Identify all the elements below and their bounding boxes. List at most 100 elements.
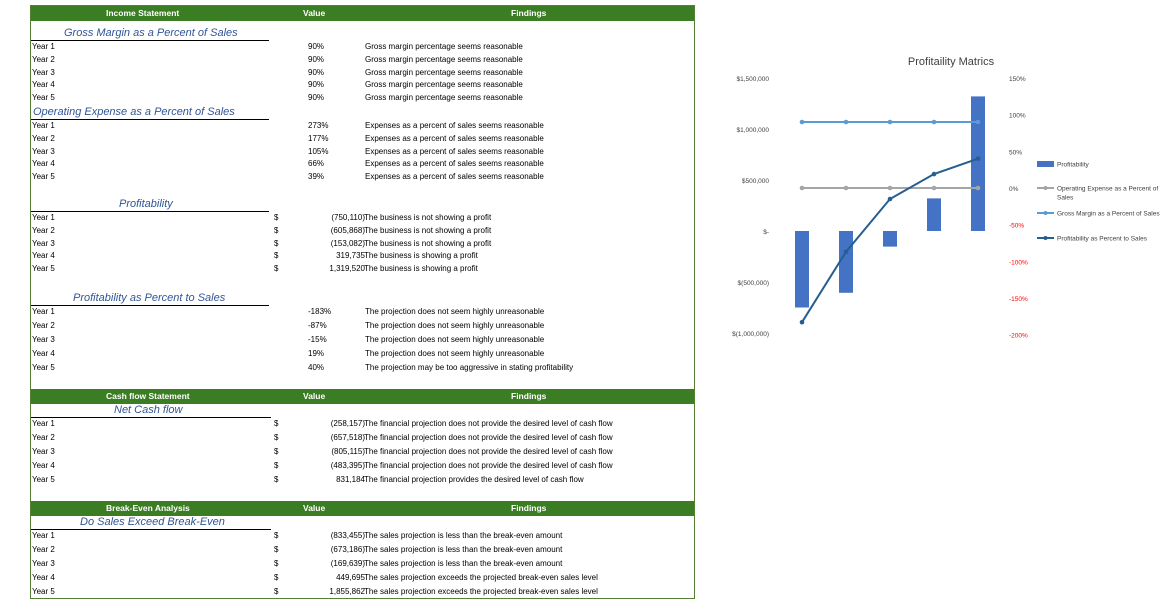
legend-label: Profitability xyxy=(1057,162,1090,169)
percent-value: 66% xyxy=(308,159,325,169)
year-label: Year 2 xyxy=(32,225,55,235)
opex-pct-point xyxy=(799,185,805,191)
section-title: Net Cash flow xyxy=(114,404,183,416)
amount-value: (483,395) xyxy=(330,461,365,470)
finding-text: The financial projection does not provid… xyxy=(364,419,613,428)
percent-value: 40% xyxy=(308,363,325,372)
opex-pct-point xyxy=(975,185,981,191)
table-row: Year 4 $ (483,395) The financial projection… xyxy=(31,460,694,472)
opex-pct-point xyxy=(931,185,937,191)
right-axis-tick: 100% xyxy=(1009,113,1026,120)
finding-text: Expenses as a percent of sales seems rea… xyxy=(365,146,544,156)
right-axis-tick: -100% xyxy=(1009,259,1028,266)
bar-profitability xyxy=(971,96,985,231)
finding-text: The sales projection exceeds the project… xyxy=(364,573,598,582)
year-label: Year 1 xyxy=(32,531,55,540)
section-title: Operating Expense as a Percent of Sales xyxy=(33,106,235,118)
table-row: Year 2 -87% The projection does not seem h… xyxy=(31,320,694,332)
left-axis-tick: $500,000 xyxy=(742,178,769,185)
table-row: Year 3 90% Gross margin percentage seems r… xyxy=(31,67,694,79)
amount-value: (673,186) xyxy=(330,545,365,554)
right-axis-tick: -150% xyxy=(1009,296,1028,303)
title-underline xyxy=(31,119,269,120)
table-row: Year 1 273% Expenses as a percent of sales… xyxy=(31,120,694,132)
chart-svg: Profitaility Matrics $1,500,000 $1,000,000… xyxy=(732,56,1160,340)
year-label: Year 5 xyxy=(32,587,55,596)
table-row: Year 1 -183% The projection does not seem … xyxy=(31,306,694,318)
amount-value: (605,868) xyxy=(330,225,365,235)
finding-text: The projection does not seem highly unre… xyxy=(365,307,545,316)
table-row: Year 2 $ (605,868) The business is not show… xyxy=(31,225,694,237)
table-row: Year 5 $831,184 The financial projection p… xyxy=(31,474,694,486)
header-title: Cash flow Statement xyxy=(106,391,190,401)
opex-pct-point xyxy=(843,185,849,191)
gross-margin-pct-point xyxy=(887,119,893,125)
profit-pct-point xyxy=(887,196,893,202)
year-label: Year 4 xyxy=(32,159,55,169)
table-row: Year 4 90% Gross margin percentage seems r… xyxy=(31,79,694,91)
finding-text: The financial projection does not provid… xyxy=(364,447,613,456)
year-label: Year 1 xyxy=(32,213,55,222)
analysis-sheet: Income Statement Value Findings Gross Margi… xyxy=(30,5,695,599)
header-bar: Break-Even Analysis Value Findings xyxy=(31,501,694,516)
amount-value: (750,110) xyxy=(331,213,365,222)
table-row: Year 5 39% Expenses as a percent of sales … xyxy=(31,171,694,183)
year-label: Year 1 xyxy=(32,419,55,428)
finding-text: The business is showing a profit xyxy=(364,264,478,274)
year-label: Year 1 xyxy=(32,42,55,51)
section-title: Gross Margin as a Percent of Sales xyxy=(64,27,238,39)
header-value: Value xyxy=(303,391,326,401)
year-label: Year 3 xyxy=(32,335,55,344)
table-row: Year 1 $ (750,110) The business is not show… xyxy=(31,212,694,224)
finding-text: Expenses as a percent of sales seems rea… xyxy=(365,172,544,182)
table-row: Year 3 $ (153,082) The business is not show… xyxy=(31,238,694,250)
finding-text: The projection may be too aggressive in … xyxy=(365,363,574,372)
legend-label: Operating Expense as a Percent of Sales xyxy=(1057,186,1158,202)
currency-symbol: $ xyxy=(274,573,279,582)
finding-text: Gross margin percentage seems reasonable xyxy=(365,54,523,64)
header-value: Value xyxy=(303,8,326,18)
chart-title: Profitaility Matrics xyxy=(908,56,995,68)
year-label: Year 3 xyxy=(32,238,55,248)
title-underline xyxy=(31,211,269,212)
percent-value: 273% xyxy=(308,121,329,130)
year-label: Year 5 xyxy=(32,264,55,274)
currency-symbol: $ xyxy=(274,433,279,442)
amount-value: (657,518) xyxy=(330,433,365,442)
title-underline xyxy=(31,40,269,41)
profitability-chart: Profitaility Matrics $1,500,000 $1,000,000… xyxy=(700,0,1174,606)
table-row: Year 4 $449,695 The sales projection excee… xyxy=(31,572,694,584)
currency-symbol: $ xyxy=(274,559,279,568)
amount-value: (805,115) xyxy=(331,447,365,456)
year-label: Year 3 xyxy=(32,447,55,456)
left-axis-tick: $(500,000) xyxy=(738,280,769,287)
currency-symbol: $ xyxy=(274,264,279,274)
year-label: Year 4 xyxy=(32,573,55,582)
amount-value: 319,735 xyxy=(336,251,365,261)
section-title: Profitability xyxy=(119,198,173,210)
year-label: Year 5 xyxy=(32,363,55,372)
currency-symbol: $ xyxy=(274,587,279,596)
opex-pct-point xyxy=(887,185,893,191)
percent-value: -15% xyxy=(308,335,327,344)
table-row: Year 3 $ (169,639) The sales projection is … xyxy=(31,558,694,570)
year-label: Year 5 xyxy=(32,93,55,103)
finding-text: The business is not showing a profit xyxy=(364,225,492,235)
percent-value: 90% xyxy=(308,42,325,51)
profit-pct-point xyxy=(975,156,981,161)
bar-profitability xyxy=(927,198,941,231)
amount-value: (153,082) xyxy=(330,238,365,248)
year-label: Year 4 xyxy=(32,349,55,358)
amount-value: (833,455) xyxy=(330,531,365,540)
gross-margin-pct-point xyxy=(799,119,805,125)
header-findings: Findings xyxy=(511,8,547,18)
legend-swatch-point xyxy=(1043,211,1048,215)
header-bar: Cash flow Statement Value Findings xyxy=(31,389,694,404)
percent-value: 90% xyxy=(308,80,325,90)
gross-margin-pct-point xyxy=(843,119,849,125)
header-title: Break-Even Analysis xyxy=(106,503,190,513)
bar-profitability xyxy=(883,231,897,247)
legend-label: Profitability as Percent to Sales xyxy=(1057,236,1148,243)
year-label: Year 4 xyxy=(32,80,55,90)
profit-pct-point xyxy=(931,171,937,177)
